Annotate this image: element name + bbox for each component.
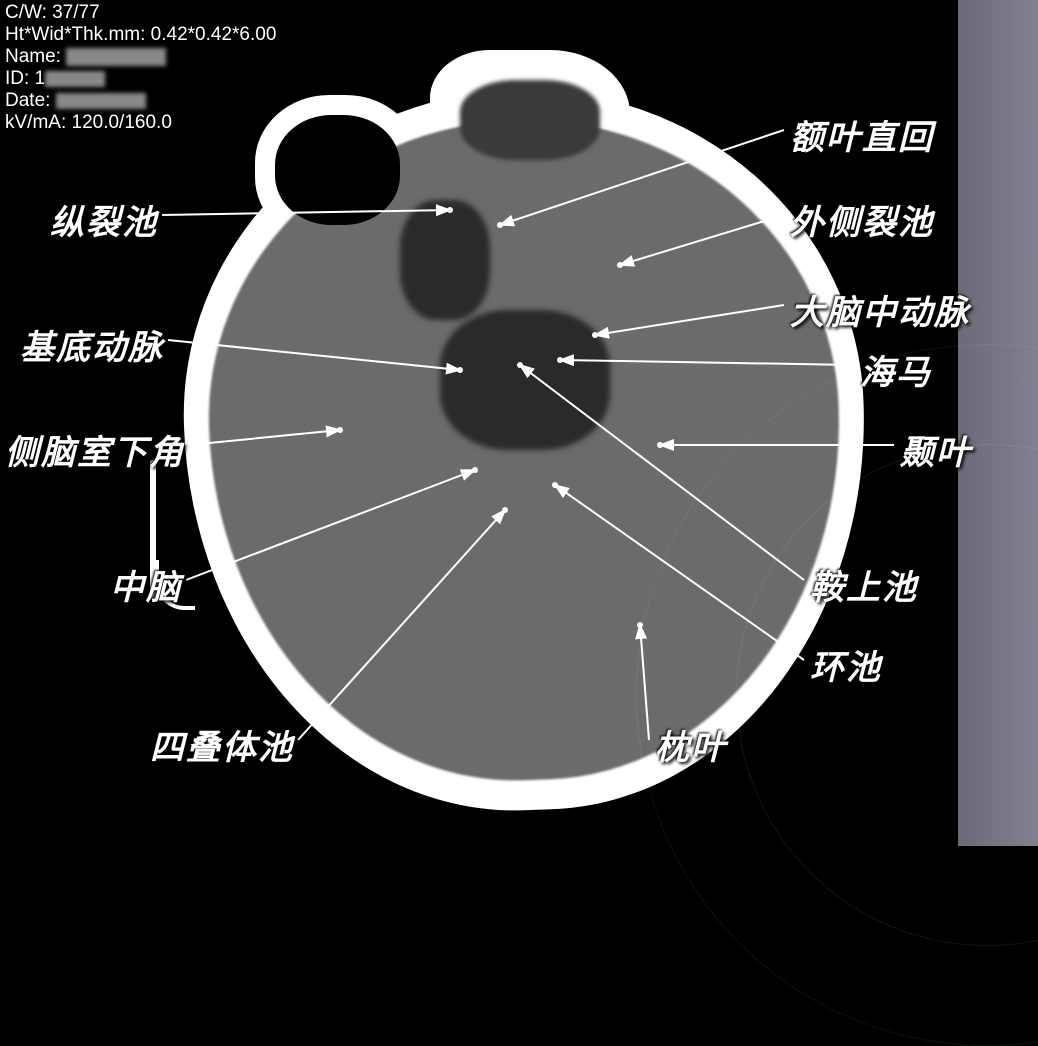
anterior-fissure xyxy=(400,200,490,320)
anatomy-label-r7: 环池 xyxy=(810,640,882,689)
dicom-metadata: C/W: 37/77 Ht*Wid*Thk.mm: 0.42*0.42*6.00… xyxy=(5,2,276,134)
eye-cavity xyxy=(275,115,400,225)
central-cistern xyxy=(440,310,610,450)
anatomy-label-r3: 大脑中动脉 xyxy=(790,285,970,334)
anatomy-label-l3: 侧脑室下角 xyxy=(5,425,185,474)
redacted-name: .. xyxy=(66,48,166,66)
anatomy-label-r5: 颞叶 xyxy=(900,425,972,474)
anatomy-label-l2: 基底动脉 xyxy=(20,320,164,369)
anatomy-label-r1: 额叶直回 xyxy=(790,110,934,159)
side-panel xyxy=(958,0,1038,846)
redacted-id: . xyxy=(45,71,105,87)
anatomy-label-r4: 海马 xyxy=(860,345,932,394)
sinus-cavity xyxy=(460,80,600,160)
anatomy-label-l4: 中脑 xyxy=(110,560,182,609)
anatomy-label-r2: 外侧裂池 xyxy=(790,195,934,244)
anatomy-label-l5: 四叠体池 xyxy=(150,720,294,769)
redacted-date: . xyxy=(56,93,146,109)
anatomy-label-r8: 枕叶 xyxy=(655,720,727,769)
anatomy-label-l1: 纵裂池 xyxy=(50,195,158,244)
anatomy-label-r6: 鞍上池 xyxy=(810,560,918,609)
